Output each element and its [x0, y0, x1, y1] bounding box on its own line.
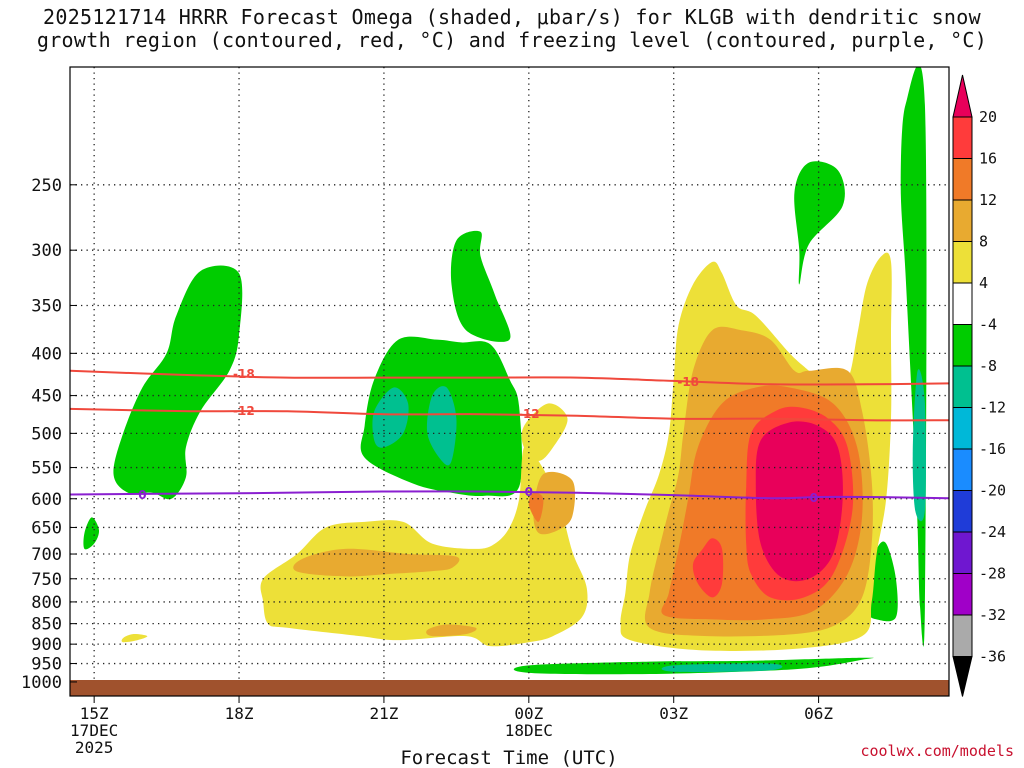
y-axis-ticks: 2503003504004505005506006507007508008509… — [21, 176, 77, 693]
y-tick-label-600: 600 — [31, 490, 62, 510]
x-tick-label-3-0: 18Z — [225, 704, 254, 723]
y-tick-label-1000: 1000 — [21, 673, 62, 693]
colorbar-label-9: -20 — [979, 482, 1006, 500]
x-tick-label-9-1: 18DEC — [505, 721, 553, 740]
y-tick-label-400: 400 — [31, 344, 62, 364]
y-tick-label-900: 900 — [31, 635, 62, 655]
y-tick-label-700: 700 — [31, 545, 62, 565]
y-tick-label-350: 350 — [31, 296, 62, 316]
x-tick-label-12-0: 03Z — [659, 704, 688, 723]
x-tick-label-0-2: 2025 — [75, 738, 114, 757]
colorbar-swatch-9 — [952, 448, 973, 491]
chart-title-line-1: 2025121714 HRRR Forecast Omega (shaded, … — [43, 5, 981, 29]
colorbar-swatch-10 — [952, 490, 973, 533]
plot-frame — [69, 66, 950, 697]
omega-region-11 — [912, 369, 926, 522]
x-tick-label-6-0: 21Z — [369, 704, 398, 723]
colorbar-legend: 20 16 12 8 4 -4 -8 -12 -16 -20 -24 -28 -32 -36 — [952, 74, 1006, 697]
colorbar-swatch-11 — [952, 531, 973, 574]
colorbar-label-13: -36 — [979, 648, 1006, 666]
y-tick-label-650: 650 — [31, 518, 62, 538]
omega-region-14 — [121, 634, 148, 643]
contour-label--12-0: -12 — [233, 404, 255, 418]
colorbar-label-11: -28 — [979, 565, 1006, 583]
contour-label--12-1: -12 — [518, 407, 540, 421]
y-tick-label-950: 950 — [31, 655, 62, 675]
omega-region-4 — [794, 161, 845, 285]
y-tick-label-800: 800 — [31, 593, 62, 613]
colorbar-label-10: -24 — [979, 523, 1006, 541]
colorbar-swatch-6 — [952, 324, 973, 367]
colorbar-label-0: 20 — [979, 108, 997, 126]
colorbar-label-1: 16 — [979, 150, 997, 168]
colorbar-swatch-13 — [952, 614, 973, 657]
colorbar-swatch-12 — [952, 573, 973, 616]
colorbar-label-7: -12 — [979, 399, 1006, 417]
colorbar-label-2: 12 — [979, 191, 997, 209]
contour-line--12 — [70, 407, 949, 422]
contour-label-0-2: 0 — [810, 491, 818, 505]
x-axis-label: Forecast Time (UTC) — [400, 747, 617, 768]
y-tick-label-550: 550 — [31, 459, 62, 479]
colorbar-cap-bottom — [952, 656, 973, 697]
contour-label--18-0: -18 — [233, 367, 255, 381]
y-tick-label-750: 750 — [31, 570, 62, 590]
omega-region-12 — [260, 445, 588, 647]
colorbar-label-12: -32 — [979, 606, 1006, 624]
omega-region-24 — [755, 421, 843, 582]
colorbar-swatch-5 — [952, 282, 973, 325]
colorbar-swatch-4 — [952, 241, 973, 284]
chart-title-line-2: growth region (contoured, red, °C) and f… — [36, 28, 988, 52]
omega-region-1 — [83, 517, 100, 550]
colorbar-swatch-1 — [952, 116, 973, 159]
omega-region-8 — [372, 387, 409, 448]
colorbar-swatch-8 — [952, 407, 973, 450]
colorbar-label-4: 4 — [979, 274, 988, 292]
grid-lines — [70, 67, 949, 696]
contour-label--18-1: -18 — [677, 375, 699, 389]
y-tick-label-250: 250 — [31, 176, 62, 196]
omega-shading — [83, 67, 927, 675]
x-tick-label-0-0: 15Z — [80, 704, 109, 723]
colorbar-label-5: -4 — [979, 316, 997, 334]
y-tick-label-300: 300 — [31, 241, 62, 261]
colorbar-swatch-2 — [952, 158, 973, 201]
colorbar-swatch-3 — [952, 199, 973, 242]
contour-line--18 — [70, 369, 949, 386]
omega-region-3 — [450, 230, 511, 342]
ground-bar — [70, 680, 949, 696]
y-tick-label-500: 500 — [31, 424, 62, 444]
colorbar-label-3: 8 — [979, 233, 988, 251]
contour-label-0-0: 0 — [138, 488, 146, 502]
x-tick-label-15-0: 06Z — [804, 704, 833, 723]
contour-lines: -18 -18 -12 -12 0 0 0 — [70, 367, 949, 505]
chart-title: 2025121714 HRRR Forecast Omega (shaded, … — [0, 6, 1024, 52]
omega-region-22 — [692, 538, 724, 598]
x-tick-label-9-0: 00Z — [514, 704, 543, 723]
omega-region-18 — [533, 471, 576, 535]
y-tick-label-450: 450 — [31, 387, 62, 407]
credit-text: coolwx.com/models — [860, 742, 1014, 760]
omega-region-21 — [528, 492, 544, 522]
omega-region-13 — [521, 403, 568, 461]
omega-region-17 — [426, 624, 477, 637]
colorbar-swatch-7 — [952, 365, 973, 408]
omega-region-10 — [661, 663, 783, 673]
colorbar-cap-top — [952, 74, 973, 118]
contour-label-0-1: 0 — [525, 485, 533, 499]
omega-region-16 — [293, 548, 460, 577]
x-tick-label-0-1: 17DEC — [70, 721, 118, 740]
omega-region-0 — [113, 265, 243, 500]
y-tick-label-850: 850 — [31, 615, 62, 635]
colorbar-label-6: -8 — [979, 357, 997, 375]
contour-line-0 — [70, 490, 949, 500]
omega-region-9 — [426, 386, 457, 466]
colorbar-label-8: -16 — [979, 440, 1006, 458]
